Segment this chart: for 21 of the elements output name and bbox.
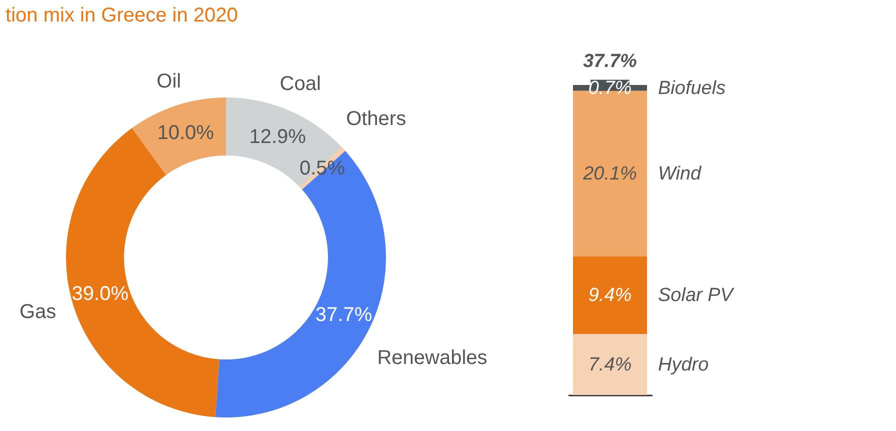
series-label: Hydro xyxy=(658,354,709,376)
data-label: 37.7% xyxy=(315,304,372,326)
slice-label: Renewables xyxy=(377,347,488,370)
data-label: 20.1% xyxy=(582,164,638,185)
chart-title: tion mix in Greece in 2020 xyxy=(6,4,238,26)
slice-label: Coal xyxy=(280,73,321,96)
donut-slice xyxy=(132,98,226,175)
data-label: 12.9% xyxy=(249,126,306,148)
slice-label: Others xyxy=(346,108,406,130)
series-label: Solar PV xyxy=(658,285,736,306)
slice-label: Gas xyxy=(19,300,56,323)
bar xyxy=(573,334,647,395)
total-label: 37.7% xyxy=(583,51,638,72)
data-label: 39.0% xyxy=(72,282,129,305)
data-label: 10.0% xyxy=(157,122,214,144)
slice-label: Oil xyxy=(156,70,182,92)
series-label: Wind xyxy=(658,164,703,185)
bar xyxy=(573,256,647,334)
data-label: 7.4% xyxy=(588,354,632,376)
legend-label: Biofuels xyxy=(658,78,726,99)
data-label: 9.4% xyxy=(588,285,632,306)
